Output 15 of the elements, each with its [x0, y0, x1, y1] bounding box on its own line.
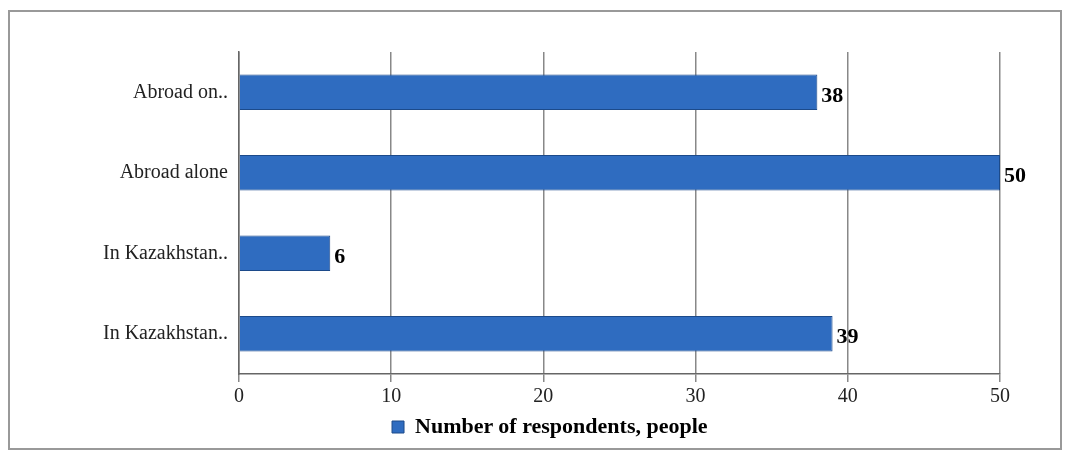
x-tick-label: 40 — [837, 384, 858, 407]
data-label: 39 — [836, 323, 859, 349]
y-tick-label: In Kazakhstan.. — [103, 240, 228, 263]
x-tick-label: 20 — [533, 384, 554, 407]
y-tick-label: Abroad on.. — [132, 79, 228, 102]
legend-label: Number of respondents, people — [415, 412, 708, 438]
x-tick-label: 50 — [990, 384, 1010, 407]
data-label: 38 — [821, 81, 844, 107]
data-label: 50 — [1004, 162, 1026, 188]
y-tick-label: Abroad alone — [119, 160, 229, 182]
y-tick-label: In Kazakhstan.. — [103, 321, 228, 343]
x-tick-label: 10 — [381, 384, 402, 407]
x-tick-label: 30 — [685, 384, 706, 407]
x-tick-label: 0 — [233, 384, 244, 407]
data-label: 6 — [334, 242, 346, 268]
